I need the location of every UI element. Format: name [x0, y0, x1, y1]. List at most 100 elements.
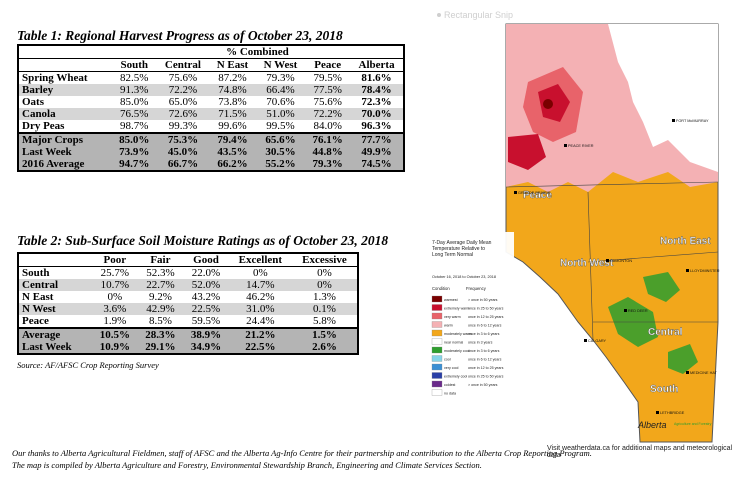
legend-frequency: > once in 50 years	[468, 298, 498, 302]
legend-frequency: > once in 50 years	[468, 383, 498, 387]
table1-col-header: Peace	[305, 58, 351, 72]
legend-swatch	[431, 321, 443, 328]
legend-condition: extremely warm	[444, 307, 469, 311]
table-cell: 49.9%	[350, 146, 404, 158]
table-cell: 10.5%	[92, 327, 138, 341]
city-marker	[514, 191, 517, 194]
city-label: GRANDE PRAIRIE	[518, 191, 551, 195]
legend-frequency: once in 25 to 50 years	[468, 307, 504, 311]
table-row: Average 10.5% 28.3% 38.9% 21.2% 1.5%	[18, 327, 358, 341]
rectangular-snip-label: Rectangular Snip	[444, 10, 514, 20]
table-cell: 94.7%	[111, 158, 157, 171]
harvest-progress-table: % Combined South Central N East N West Peace A…	[17, 44, 405, 172]
city-marker	[686, 371, 689, 374]
region-label-south: South	[650, 384, 678, 395]
footer-line-2: The map is compiled by Alberta Agricultu…	[12, 460, 482, 470]
table-cell: 29.1%	[137, 341, 184, 354]
table-cell: 42.9%	[137, 303, 184, 315]
table-cell: 51.0%	[255, 108, 306, 120]
row-label: N West	[18, 303, 93, 315]
table-cell: 21.2%	[228, 327, 292, 341]
table-row: N West 3.6% 42.9% 22.5% 31.0% 0.1%	[18, 303, 358, 315]
table-row: Peace 1.9% 8.5% 59.5% 24.4% 5.8%	[18, 315, 358, 328]
legend-swatch	[431, 389, 443, 396]
legend-swatch	[431, 312, 443, 320]
table1-col-header: N West	[255, 58, 306, 72]
table2-col-header: Excellent	[228, 253, 292, 267]
legend-swatch	[431, 372, 443, 379]
table-cell: 96.3%	[361, 120, 392, 132]
legend-frequency: once in 6 to 12 years	[468, 358, 502, 362]
table-cell: 77.7%	[350, 132, 404, 146]
legend-swatch	[431, 295, 443, 303]
row-label: Peace	[22, 315, 49, 327]
row-label: N East	[22, 291, 54, 303]
region-label-north-east: North East	[660, 236, 711, 247]
soil-moisture-table: Poor Fair Good Excellent Excessive South 25.7%…	[17, 252, 359, 355]
legend-frequency: once in 3 to 6 years	[468, 332, 500, 336]
legend-frequency: once in 6 to 12 years	[468, 324, 502, 328]
table-cell: 3.6%	[92, 303, 138, 315]
extremely-warm-zone	[538, 84, 570, 122]
legend-swatch	[431, 380, 443, 388]
legend-swatch	[431, 355, 443, 362]
table-cell: 22.5%	[228, 341, 292, 354]
table-cell: 82.5%	[120, 72, 149, 84]
row-label: Major Crops	[18, 132, 112, 146]
row-label: South	[22, 267, 50, 279]
table-cell: 70.6%	[266, 96, 295, 108]
city-label: RED DEER	[628, 309, 648, 313]
table2-title: Table 2: Sub-Surface Soil Moisture Ratin…	[17, 233, 389, 248]
region-label-peace: Peace	[523, 190, 552, 201]
table-row: Spring Wheat 82.5% 75.6% 87.2% 79.3% 79.5% 81.…	[18, 72, 404, 85]
row-label: Average	[18, 327, 93, 341]
legend-condition: near normal	[444, 341, 463, 345]
table-row: South 25.7% 52.3% 22.0% 0% 0%	[18, 267, 358, 280]
legend-swatch	[431, 338, 443, 345]
table-cell: 30.5%	[255, 146, 306, 158]
table-row: N East 0% 9.2% 43.2% 46.2% 1.3%	[18, 291, 358, 303]
row-label: Last Week	[18, 146, 112, 158]
table-cell: 46.2%	[246, 291, 275, 303]
footer-line-1: Our thanks to Alberta Agricultural Field…	[12, 448, 592, 458]
table-cell: 77.5%	[305, 84, 351, 96]
table1-col-header: South	[111, 58, 157, 72]
row-label: 2016 Average	[18, 158, 112, 171]
table-cell: 72.2%	[156, 84, 210, 96]
table-cell: 98.7%	[120, 120, 149, 132]
table-cell: 99.5%	[266, 120, 295, 132]
table-cell: 2.6%	[291, 341, 358, 354]
legend-swatch	[431, 346, 443, 354]
legend-condition: extremely cool	[444, 375, 467, 379]
table-cell: 76.1%	[305, 132, 351, 146]
table1-col-header: Central	[156, 58, 210, 72]
legend-frequency: once in 3 to 6 years	[468, 349, 500, 353]
legend-condition: moderately warm	[444, 332, 472, 336]
alberta-logo: Alberta	[637, 420, 667, 430]
legend-swatch	[431, 329, 443, 337]
table-cell: 10.7%	[92, 279, 138, 291]
table-cell: 71.5%	[209, 108, 256, 120]
city-marker	[584, 339, 587, 342]
table-cell: 24.4%	[246, 315, 275, 327]
table2-col-header: Good	[183, 253, 229, 267]
table-cell: 99.6%	[218, 120, 247, 132]
table-cell: 10.9%	[92, 341, 138, 354]
table-cell: 73.8%	[218, 96, 247, 108]
legend-condition: warm	[444, 324, 453, 328]
table-cell: 22.7%	[137, 279, 184, 291]
table-cell: 78.4%	[350, 84, 404, 96]
legend-frequency: once in 12 to 25 years	[468, 366, 504, 370]
city-label: FORT McMURRAY	[676, 119, 709, 123]
table-cell: 59.5%	[191, 315, 221, 327]
table2-col-header: Excessive	[291, 253, 358, 267]
city-marker	[606, 259, 609, 262]
table-row: Last Week 73.9% 45.0% 43.5% 30.5% 44.8% 49.9%	[18, 146, 404, 158]
visit-weatherdata-note: Visit weatherdata.ca for additional maps…	[547, 445, 733, 459]
table-cell: 45.0%	[156, 146, 210, 158]
legend-condition: no data	[444, 392, 456, 396]
snip-bullet-icon	[437, 13, 441, 17]
table-cell: 0%	[107, 291, 123, 303]
table-cell: 79.3%	[305, 158, 351, 171]
table-cell: 25.7%	[100, 267, 130, 279]
